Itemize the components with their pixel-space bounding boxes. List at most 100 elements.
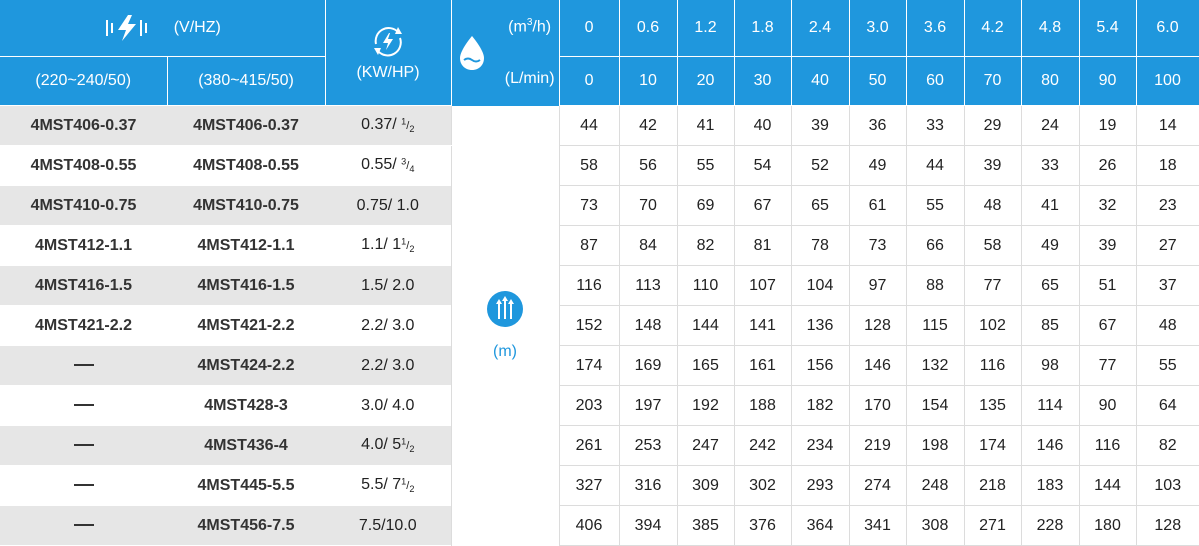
head-value: 40: [733, 105, 792, 146]
model-three-phase: 4MST445-5.5: [167, 465, 326, 506]
head-value: 51: [1078, 265, 1137, 306]
head-value: 65: [790, 185, 850, 226]
power-kw-hp: 3.0/ 4.0: [325, 385, 452, 426]
flow-lmin-10: 100: [1136, 56, 1199, 106]
hp-fraction: 1/2: [401, 236, 415, 255]
power-value: 7.5/10.0: [358, 516, 417, 534]
model-three-phase: 4MST406-0.37: [167, 105, 326, 146]
power-kw-hp: 1.1/ 11/2: [325, 225, 452, 266]
power-kw-hp: 2.2/ 3.0: [325, 305, 452, 346]
head-value: 49: [848, 145, 907, 186]
not-available-dash: [73, 444, 94, 447]
hp-denominator: 2: [409, 244, 415, 255]
flow-lmin-2: 20: [677, 56, 735, 106]
flow-m3h-0: 0: [559, 0, 620, 57]
model-three-phase: 4MST410-0.75: [167, 185, 326, 226]
flow-m3h-1: 0.6: [619, 0, 678, 57]
table-row: 4MST416-1.5 4MST416-1.5 1.5/ 2.0 116 113 110 1…: [0, 265, 1199, 306]
head-value: 56: [618, 145, 678, 186]
head-value: 65: [1020, 265, 1080, 306]
head-value: 115: [905, 305, 965, 346]
head-value: 49: [1020, 225, 1080, 266]
power-value: 0.37/: [361, 116, 402, 134]
hp-fraction: 1/2: [401, 116, 415, 135]
head-value: 113: [618, 265, 678, 306]
head-value: 394: [618, 505, 678, 546]
head-value: 169: [618, 345, 678, 386]
hp-fraction: 1/2: [401, 476, 415, 495]
head-value: 32: [1078, 185, 1137, 226]
head-value: 44: [905, 145, 965, 186]
power-value: 4.0/ 5: [361, 436, 402, 454]
flow-unit-lmin: (L/min): [504, 70, 555, 88]
head-value: 385: [676, 505, 735, 546]
head-value: 261: [558, 425, 620, 466]
power-value: 0.55/: [361, 156, 402, 174]
head-value: 82: [676, 225, 735, 266]
head-value: 77: [963, 265, 1022, 306]
head-value: 114: [1020, 385, 1080, 426]
power-value: 2.2/ 3.0: [361, 316, 415, 334]
head-value: 146: [848, 345, 907, 386]
head-value: 218: [963, 465, 1022, 506]
head-value: 66: [905, 225, 965, 266]
head-value: 87: [558, 225, 620, 266]
hp-fraction: 1/2: [401, 436, 415, 455]
hp-denominator: 4: [409, 164, 415, 175]
head-value: 55: [905, 185, 965, 226]
head-value: 54: [733, 145, 792, 186]
hp-numerator: 1: [401, 116, 407, 127]
model-three-phase: 4MST412-1.1: [167, 225, 326, 266]
head-value: 174: [963, 425, 1022, 466]
flow-m3h-9: 5.4: [1079, 0, 1137, 57]
model-three-phase: 4MST408-0.55: [167, 145, 326, 186]
head-value: 271: [963, 505, 1022, 546]
voltage-sub-three-phase: (380~415/50): [167, 56, 326, 106]
head-value: 98: [1020, 345, 1080, 386]
head-value: 58: [558, 145, 620, 186]
table-body: 4MST406-0.37 4MST406-0.37 0.37/ 1/2 (m) 44 42…: [0, 105, 1199, 546]
head-value: 73: [558, 185, 620, 226]
flow-m3h-10: 6.0: [1136, 0, 1199, 57]
head-value: 136: [790, 305, 850, 346]
head-value: 90: [1078, 385, 1137, 426]
flow-unit-header: (m3/h) (L/min): [451, 0, 560, 106]
head-value: 24: [1020, 105, 1080, 146]
head-value: 77: [1078, 345, 1137, 386]
head-value: 104: [790, 265, 850, 306]
head-value: 18: [1135, 145, 1199, 186]
flow-m3h-2: 1.2: [677, 0, 735, 57]
head-value: 154: [905, 385, 965, 426]
hp-numerator: 1: [401, 476, 407, 487]
model-single-phase: 4MST416-1.5: [0, 265, 167, 306]
head-value: 170: [848, 385, 907, 426]
head-value: 174: [558, 345, 620, 386]
power-header: (KW/HP): [325, 0, 452, 106]
voltage-label: (V/HZ): [173, 19, 221, 36]
hp-numerator: 3: [401, 156, 407, 167]
model-three-phase: 4MST416-1.5: [167, 265, 326, 306]
table-row: 4MST436-4 4.0/ 51/2 261 253 247 242 234 219 198 1…: [0, 425, 1199, 466]
head-value: 19: [1078, 105, 1137, 146]
model-three-phase: 4MST436-4: [167, 425, 326, 466]
head-value: 182: [790, 385, 850, 426]
head-value: 203: [558, 385, 620, 426]
flow-m3h-7: 4.2: [964, 0, 1022, 57]
head-value: 376: [733, 505, 792, 546]
hp-denominator: 2: [409, 444, 415, 455]
head-value: 23: [1135, 185, 1199, 226]
not-available-dash: [73, 364, 94, 367]
head-value: 84: [618, 225, 678, 266]
flow-lmin-6: 60: [906, 56, 965, 106]
head-value: 41: [676, 105, 735, 146]
hp-denominator: 2: [409, 484, 415, 495]
head-value: 406: [558, 505, 620, 546]
head-value: 128: [848, 305, 907, 346]
head-value: 242: [733, 425, 792, 466]
power-kw-hp: 4.0/ 51/2: [325, 425, 452, 466]
table-row: 4MST412-1.1 4MST412-1.1 1.1/ 11/2 87 84 82 81 7…: [0, 225, 1199, 266]
head-value: 228: [1020, 505, 1080, 546]
head-value: 234: [790, 425, 850, 466]
model-single-phase: [0, 465, 167, 506]
head-value: 39: [790, 105, 850, 146]
